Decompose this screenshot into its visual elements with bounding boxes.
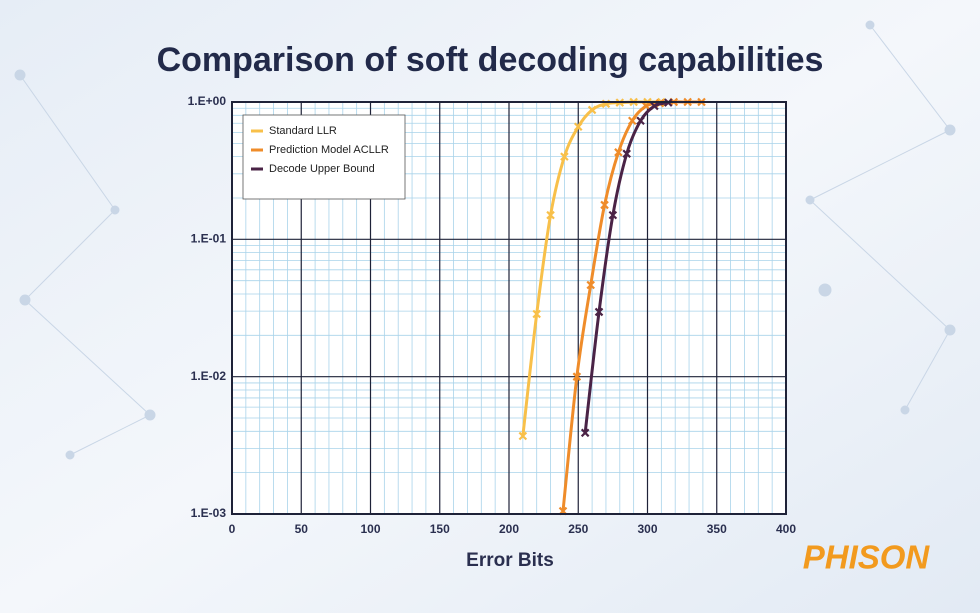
x-tick-label: 250 xyxy=(568,522,588,536)
legend-label: Standard LLR xyxy=(269,125,337,137)
point-marker xyxy=(641,101,651,111)
point-marker xyxy=(636,116,645,126)
point-marker xyxy=(560,152,569,161)
y-tick-label: 1.E-03 xyxy=(191,506,227,520)
point-marker xyxy=(586,280,595,290)
legend-box xyxy=(242,114,406,200)
y-tick-label: 1.E-01 xyxy=(191,232,227,246)
point-marker xyxy=(532,309,541,319)
legend: Standard LLR Prediction Model ACLLR Decode… xyxy=(242,114,406,200)
marks xyxy=(518,97,706,516)
plot-border xyxy=(231,101,787,515)
point-marker xyxy=(580,428,590,438)
point-marker xyxy=(518,431,528,441)
legend-label: Prediction Model ACLLR xyxy=(269,144,389,156)
x-tick-label: 50 xyxy=(295,522,309,536)
x-tick-label: 300 xyxy=(637,522,657,536)
point-marker xyxy=(614,148,623,157)
point-marker xyxy=(572,372,582,381)
chart-title: Comparison of soft decoding capabilities xyxy=(157,41,824,79)
brand-logo: PHISON xyxy=(803,539,931,576)
point-marker xyxy=(622,149,632,159)
x-tick-label: 200 xyxy=(499,522,519,536)
point-marker xyxy=(587,105,597,115)
point-marker xyxy=(600,200,609,210)
y-tick-label: 1.E-02 xyxy=(191,369,227,383)
decor-network xyxy=(14,20,956,460)
x-axis-label: Error Bits xyxy=(466,550,554,571)
point-marker xyxy=(546,210,555,220)
x-tick-label: 400 xyxy=(776,522,796,536)
point-marker xyxy=(573,122,583,132)
point-marker xyxy=(608,210,618,220)
y-tick-label: 1.E+00 xyxy=(188,94,227,108)
point-marker xyxy=(627,116,637,126)
x-tick-label: 0 xyxy=(229,522,236,536)
point-marker xyxy=(594,307,604,317)
legend-label: Decode Upper Bound xyxy=(269,163,375,175)
point-marker xyxy=(650,101,659,111)
x-tick-label: 150 xyxy=(430,522,450,536)
x-tick-label: 100 xyxy=(360,522,380,536)
x-tick-label: 350 xyxy=(707,522,727,536)
